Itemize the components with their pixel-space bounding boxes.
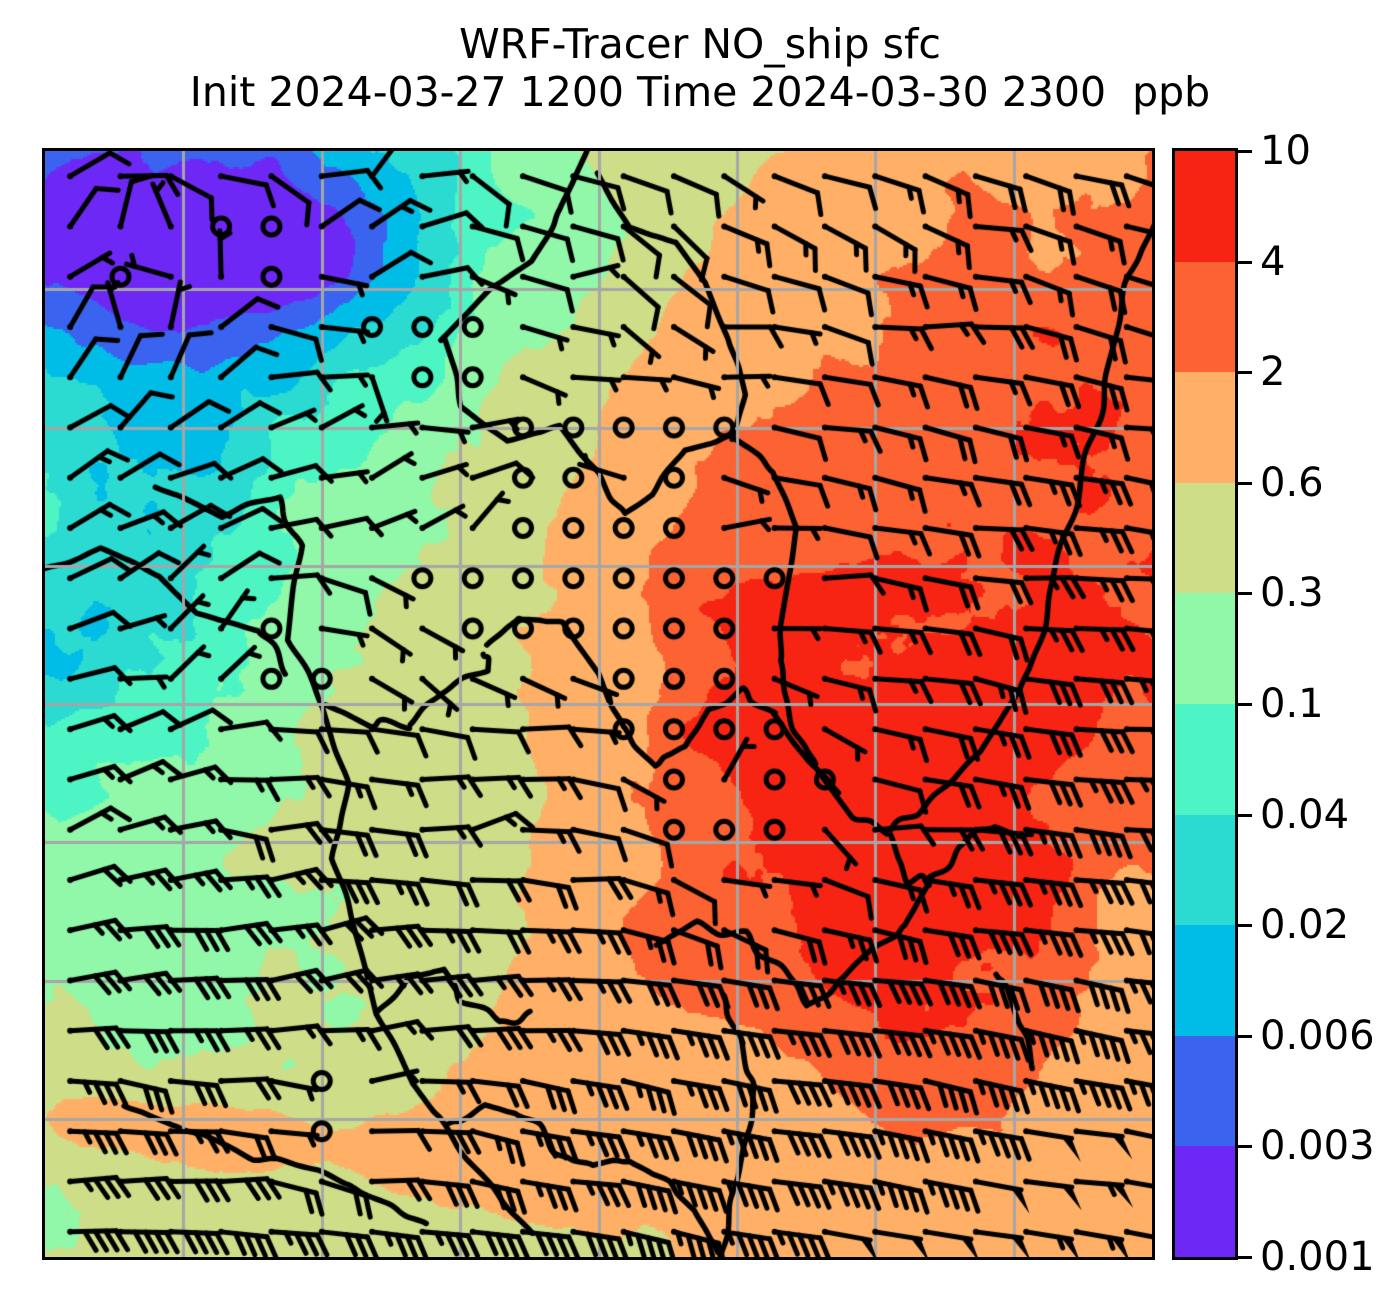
colorbar-tick-mark [1238,1256,1252,1259]
colorbar-tick-label: 0.04 [1260,791,1350,838]
colorbar-band-0 [1175,151,1235,262]
colorbar-tick-label: 0.003 [1260,1123,1375,1170]
colorbar-band-5 [1175,703,1235,815]
colorbar-tick-mark [1238,592,1252,596]
map-plot-area [42,148,1155,1260]
colorbar-tick-mark [1238,371,1252,375]
colorbar-band-9 [1175,1146,1235,1257]
colorbar-band-1 [1175,261,1235,373]
colorbar-band-4 [1175,593,1235,704]
colorbar-tick-label: 0.006 [1260,1012,1375,1059]
colorbar-tick-mark [1238,1034,1252,1038]
page-title: WRF-Tracer NO_ship sfc [459,20,941,68]
colorbar [1172,148,1238,1260]
colorbar-tick-label: 0.1 [1260,681,1324,727]
colorbar-tick-mark [1238,481,1252,485]
colorbar-band-7 [1175,925,1235,1036]
colorbar-tick-mark [1238,260,1252,264]
colorbar-tick-label: 4 [1260,238,1286,285]
wind-barb-overlay [45,151,1152,1257]
colorbar-tick-label: 0.3 [1260,570,1324,617]
colorbar-tick-labels: 10 4 2 0.6 0.3 0.1 0.04 0.02 0.006 0.003 0.001 [1238,131,1398,1277]
colorbar-band-3 [1175,482,1235,594]
colorbar-tick-label: 10 [1260,128,1311,174]
colorbar-band-8 [1175,1035,1235,1147]
colorbar-tick-label: 2 [1260,349,1286,396]
colorbar-band-6 [1175,814,1235,926]
colorbar-tick-mark [1238,703,1252,706]
colorbar-tick-label: 0.02 [1260,902,1350,949]
colorbar-tick-mark [1238,150,1252,153]
colorbar-band-2 [1175,372,1235,483]
colorbar-tick-mark [1238,813,1252,817]
chart-title-block: WRF-Tracer NO_ship sfc Init 2024-03-27 1… [0,0,1400,118]
chart-subtitle: Init 2024-03-27 1200 Time 2024-03-30 230… [189,68,1211,116]
colorbar-tick-label: 0.6 [1260,459,1324,506]
colorbar-tick-mark [1238,924,1252,928]
colorbar-tick-mark [1238,1145,1252,1149]
colorbar-tick-label: 0.001 [1260,1234,1375,1280]
